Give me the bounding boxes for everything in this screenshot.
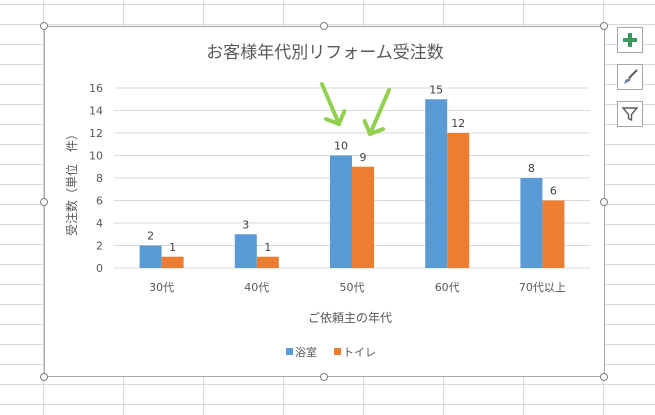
resize-handle-top-left[interactable] [40, 22, 48, 30]
funnel-icon [622, 107, 638, 122]
y-tick-label: 16 [89, 82, 103, 95]
arrow-left-head-0 [337, 109, 347, 126]
data-label: 8 [528, 162, 535, 175]
bars: 2 1 3 1 10 9 15 12 8 6 [139, 83, 565, 268]
annotation-arrows [320, 82, 391, 136]
data-label: 3 [242, 218, 249, 231]
data-label: 1 [169, 241, 176, 254]
y-tick-label: 12 [89, 127, 103, 140]
chart-filters-button[interactable] [617, 101, 643, 127]
x-tick-label: 30代 [149, 281, 174, 294]
x-axis-ticks: 30代 40代 50代 60代 70代以上 [149, 281, 566, 294]
chart-elements-button[interactable] [617, 27, 643, 53]
bar-toilet-4 [542, 200, 565, 268]
bar-toilet-1 [256, 256, 279, 268]
y-tick-label: 2 [96, 240, 103, 253]
legend-swatch [286, 348, 293, 355]
resize-handle-bottom[interactable] [320, 373, 328, 381]
legend: 浴室 トイレ [286, 345, 376, 359]
data-label: 9 [360, 151, 367, 164]
chart-area[interactable] [44, 26, 605, 377]
resize-handle-top-right[interactable] [600, 22, 608, 30]
y-tick-label: 0 [96, 262, 103, 275]
data-label: 1 [264, 241, 271, 254]
resize-handle-bottom-left[interactable] [40, 373, 48, 381]
bar-toilet-3 [447, 133, 470, 268]
y-tick-label: 6 [96, 195, 103, 208]
resize-handle-right[interactable] [600, 198, 608, 206]
x-tick-label: 40代 [244, 281, 269, 294]
data-label: 12 [451, 117, 465, 130]
chart-title: お客様年代別リフォーム受注数 [206, 43, 444, 63]
x-tick-label: 70代以上 [519, 281, 566, 294]
x-tick-label: 60代 [435, 281, 460, 294]
bar-bath-1 [234, 234, 257, 268]
arrow-left-shaft [320, 82, 341, 126]
legend-label: 浴室 [295, 345, 317, 359]
x-tick-label: 50代 [340, 281, 365, 294]
data-label: 15 [429, 83, 443, 96]
plus-icon [623, 33, 637, 47]
resize-handle-bottom-right[interactable] [600, 373, 608, 381]
y-tick-label: 4 [96, 217, 103, 230]
legend-label: トイレ [343, 346, 376, 359]
brush-icon [624, 69, 638, 84]
bar-bath-3 [425, 99, 448, 268]
arrow-right-head-0 [368, 127, 386, 136]
arrow-right-shaft [368, 88, 391, 136]
y-axis-ticks: 0 2 4 6 8 10 12 14 16 [89, 82, 103, 275]
y-axis-label: 受注数（単位 件） [64, 128, 79, 236]
x-axis-label: ご依頼主の年代 [308, 310, 392, 325]
bar-bath-2 [330, 155, 352, 268]
y-tick-label: 10 [89, 150, 103, 163]
resize-handle-left[interactable] [40, 198, 48, 206]
arrow-right-head-1 [362, 119, 372, 136]
bar-bath-0 [139, 245, 162, 268]
data-label: 6 [550, 185, 557, 198]
resize-handle-top[interactable] [320, 22, 328, 30]
y-tick-label: 8 [96, 172, 103, 185]
legend-swatch [334, 348, 341, 355]
data-label: 10 [334, 140, 348, 153]
arrow-left-head-1 [323, 116, 341, 126]
chart-styles-button[interactable] [617, 64, 643, 90]
bar-toilet-0 [161, 256, 184, 268]
y-tick-label: 14 [89, 105, 103, 118]
bar-bath-4 [520, 178, 543, 268]
bar-toilet-2 [352, 166, 374, 268]
data-label: 2 [147, 230, 154, 243]
